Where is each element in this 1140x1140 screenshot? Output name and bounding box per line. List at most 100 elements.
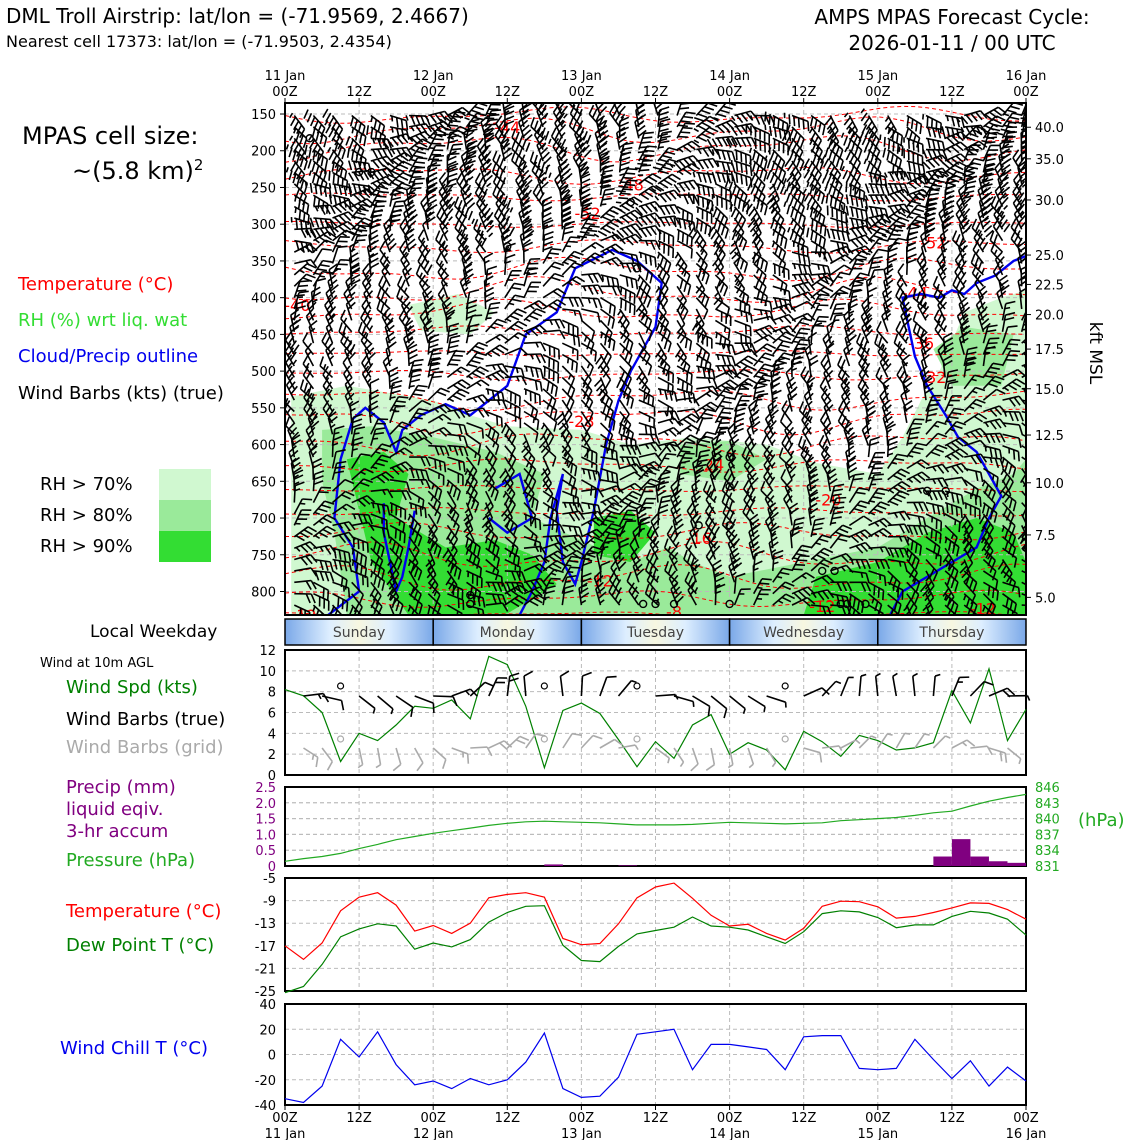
wind-barb [381,133,414,149]
barb-full [302,366,310,376]
wind-barb [293,509,312,526]
page-subtitle: Nearest cell 17373: lat/lon = (-71.9503,… [6,32,392,51]
barb-full [317,507,328,513]
barb-full [391,196,402,201]
barb-full [306,404,313,414]
barb-full [711,188,716,199]
barb-full [314,217,320,228]
barb-full [369,262,380,269]
wind-barb [483,252,494,275]
barb-staff [312,248,323,264]
barb-staff [303,396,315,412]
barb-full [544,231,554,236]
barb-full [285,354,293,364]
barb-full [612,340,616,351]
barb-full [311,143,319,153]
barb-full [299,513,310,516]
barb-full [291,434,301,441]
wind-barb [552,138,568,162]
barb-full [317,268,328,272]
barb-full [552,93,562,101]
barb-full [285,416,291,427]
temperature-contour-23 [285,611,1014,615]
barb-full [306,112,313,123]
wind-barb [466,379,490,390]
barb-full [690,248,693,259]
barb-half [448,398,455,403]
barb-full [674,204,681,214]
barb-full [707,158,715,169]
barb-staff [293,273,307,287]
barb-full [337,245,348,249]
barb-full [513,282,524,286]
wind-barb [638,308,653,330]
barb-full [487,265,498,271]
barb-staff [312,487,322,503]
barb-full [299,279,310,283]
legend-cloud-outline: Cloud/Precip outline [18,346,199,367]
barb-half [448,216,453,222]
barb-full [352,183,358,194]
wind-barb [293,273,316,287]
barb-full [291,439,302,446]
barb-full [323,233,333,241]
barb-full [434,154,444,158]
temperature-contour-21 [285,563,1026,591]
barb-staff [542,388,557,401]
barb-full [327,600,330,611]
barb-half [304,155,309,162]
barb-full [620,156,631,162]
barb-full [291,431,300,440]
wind-barb [673,179,701,193]
wind-barb [293,526,317,542]
barb-full [293,143,300,153]
cell-size-number: ~(5.8 km) [72,157,194,185]
barb-full [650,240,656,251]
barb-half [593,233,600,238]
barb-full [319,205,326,215]
barb-full [427,194,437,201]
barb-staff [312,474,316,492]
barb-half [495,336,501,341]
barb-staff [293,183,307,197]
barb-full [328,188,332,199]
barb-full [322,259,333,263]
legend-wind-barbs: Wind Barbs (kts) (true) [18,383,224,404]
temperature-contour-12 [285,369,1026,381]
barb-full [308,147,312,158]
barb-full [319,218,325,229]
barb-full [324,205,331,215]
barb-staff [580,354,594,368]
barb-full [619,121,630,128]
barb-staff [657,399,674,410]
barb-full [491,109,502,112]
wind-barb [289,112,306,139]
barb-staff [542,261,556,276]
wind-barb [312,514,336,527]
wind-barb [294,592,316,604]
barb-full [644,154,655,158]
barb-full [293,469,304,475]
barb-full [308,320,318,328]
wind-barb [293,604,311,615]
barb-full [285,365,293,375]
barb-full [296,176,301,187]
wind-barb [327,274,339,298]
barb-half [314,238,320,244]
barb-half [293,127,297,134]
cycle-date: 2026-01-11 / 00 UTC [848,31,1056,55]
barb-full [296,170,303,180]
barb-full [413,358,424,362]
barb-staff [304,350,315,367]
barb-staff [581,272,599,276]
temperature-contour-15 [285,433,1026,457]
wind-barb [636,365,649,390]
wind-barb [293,263,317,276]
barb-half [310,327,316,333]
barb-staff [428,444,446,448]
barb-full [287,335,295,345]
wind-barb [478,205,495,238]
legend-rh90: RH > 90% [40,536,133,557]
wind-barb [308,320,318,344]
barb-full [518,396,521,407]
